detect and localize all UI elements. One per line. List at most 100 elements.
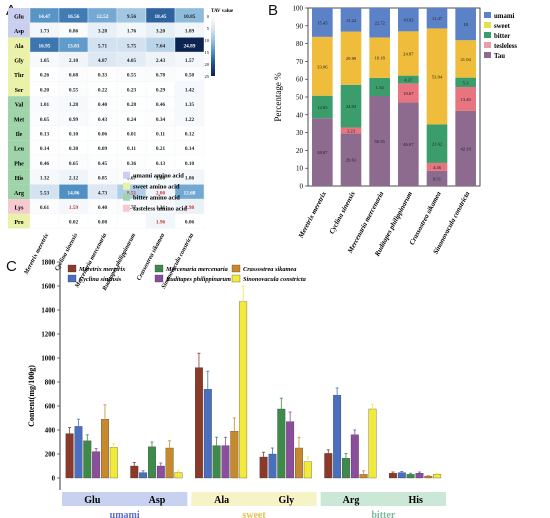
legend-label: Meretrix meretrix [78, 266, 125, 273]
heatmap-cell-value: 8.51 [127, 190, 137, 196]
bar [239, 301, 248, 479]
heatmap-cell-value: 0.85 [98, 176, 108, 182]
row-category-band [8, 96, 30, 111]
y-tick-label: 0 [300, 183, 304, 191]
row-label: Asp [14, 29, 25, 35]
legend-swatch [67, 274, 77, 283]
heatmap-cell-value: 1.35 [185, 102, 195, 108]
heatmap-cell [145, 95, 176, 112]
heatmap-cell-value: 0.65 [40, 117, 50, 123]
heatmap-cell [174, 140, 205, 156]
row-label: Val [15, 103, 24, 109]
heatmap-cell-value: 3.20 [156, 29, 166, 35]
heatmap-cell-value: 0.46 [156, 102, 166, 108]
heatmap-cell-value: 14.47 [39, 14, 51, 20]
category-label: Glu [84, 495, 101, 506]
segment-value-label: 1.54 [376, 85, 385, 90]
heatmap-cell-value: 4.73 [98, 190, 108, 196]
heatmap-cell [116, 37, 147, 53]
y-tick-label: 20 [296, 147, 304, 155]
segment-value-label: 24.03 [346, 104, 357, 109]
legend-label: sweet [494, 23, 511, 30]
stacked-bar-segment [398, 8, 419, 32]
legend-label: Ruditapes philippinarum [165, 276, 231, 283]
heatmap-cell [116, 51, 147, 67]
heatmap-cell-value: 1.31 [156, 205, 166, 211]
heatmap-cell-value: 12.68 [184, 190, 196, 196]
heatmap-cell-value: 0.29 [156, 87, 166, 93]
column-label: Crassostrea sikamea [135, 232, 166, 282]
category-label: Mercenaria mercenaria [346, 190, 386, 256]
heatmap-cell-value: 0.99 [69, 117, 79, 123]
segment-value-label: 4.46 [433, 165, 442, 170]
heatmap-cell-value: 0.14 [185, 146, 195, 152]
bar [277, 408, 286, 479]
row-category-band [8, 22, 30, 38]
segment-value-label: 5.3 [463, 80, 469, 85]
row-category-band [8, 184, 30, 200]
heatmap-cell-value: 0.28 [127, 102, 137, 108]
row-category-band [8, 125, 30, 141]
row-label: Lys [14, 205, 24, 211]
stacked-bar-segment [312, 118, 333, 186]
segment-value-label: 15.45 [317, 20, 328, 25]
heatmap-cell [174, 22, 205, 38]
stacked-bar-segment [398, 83, 419, 103]
y-tick-label: 50 [296, 94, 304, 102]
heatmap-cell [87, 198, 118, 215]
colorbar [211, 16, 215, 76]
heatmap-cell [29, 66, 60, 82]
y-tick-label: 1200 [41, 332, 55, 339]
heatmap-cell-value: 10.85 [184, 14, 196, 20]
bar [295, 447, 303, 479]
heatmap-cell [58, 198, 89, 215]
row-label: Met [14, 117, 24, 123]
segment-value-label: 29.61 [346, 158, 357, 163]
heatmap-cell-value: 0.12 [185, 131, 195, 137]
heatmap-cell [58, 213, 89, 229]
bar [83, 440, 92, 479]
heatmap-cell-value: 0.02 [69, 220, 79, 226]
heatmap-cell [29, 7, 60, 23]
stacked-bar-segment [455, 40, 476, 78]
heatmap-cell [116, 198, 147, 215]
heatmap-cell-value: 0.21 [156, 146, 166, 152]
row-category-band [8, 213, 30, 229]
segment-value-label: 13.24 [346, 18, 357, 23]
heatmap-cell-value: 2.43 [156, 58, 166, 64]
legend-label: Mercenaria mercenaria [165, 266, 228, 273]
category-legend-label: tasteless amino acid [133, 206, 187, 213]
heatmap-cell [87, 66, 118, 82]
category-label: Crassostrea sikamea [408, 190, 443, 247]
heatmap-cell [87, 140, 118, 156]
row-label: Arg [14, 191, 24, 197]
stacked-bar-segment [426, 124, 448, 163]
bar [406, 474, 415, 479]
heatmap-cell [58, 184, 89, 200]
category-legend-label: umami amino acid [133, 173, 184, 180]
heatmap-cell [116, 66, 147, 82]
heatmap-cell-value: 1.73 [40, 29, 50, 35]
heatmap-cell-value: 2.00 [156, 190, 166, 196]
category-label: Sinonovacula constricta [432, 190, 472, 256]
heatmap-cell [116, 110, 147, 126]
bar [259, 456, 268, 479]
heatmap-cell-value: 7.64 [156, 43, 166, 49]
heatmap-cell [29, 95, 60, 112]
heatmap-cell-value: 9.56 [127, 14, 137, 20]
bar [230, 431, 239, 479]
row-category-band [8, 155, 30, 170]
segment-value-label: 3.23 [347, 128, 356, 133]
heatmap-cell-value: 5.71 [98, 43, 108, 49]
column-label: Cyclina sinensis [54, 232, 80, 272]
heatmap-cell-value: 1.59 [69, 205, 79, 211]
legend-swatch [484, 32, 491, 38]
segment-value-label: 11.47 [432, 16, 443, 21]
stacked-bar-segment [369, 8, 390, 38]
legend-swatch [154, 274, 164, 283]
heatmap-cell-value: 0.77 [127, 205, 137, 211]
heatmap-cell [174, 95, 205, 112]
heatmap-cell [145, 125, 176, 141]
heatmap-cell-value: 1.28 [69, 102, 79, 108]
heatmap-cell [116, 125, 147, 141]
